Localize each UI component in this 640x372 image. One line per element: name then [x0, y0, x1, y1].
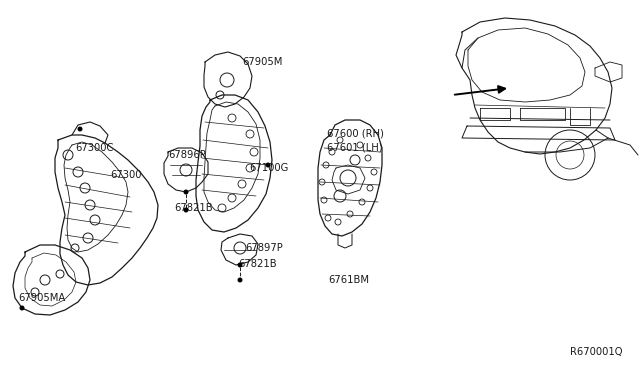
Circle shape: [184, 189, 189, 195]
Text: 67905MA: 67905MA: [18, 293, 65, 303]
Text: 67905M: 67905M: [242, 57, 282, 67]
Circle shape: [77, 126, 83, 131]
Text: 67821B: 67821B: [238, 259, 276, 269]
Circle shape: [19, 305, 24, 311]
Text: R670001Q: R670001Q: [570, 347, 623, 357]
Text: 67821B: 67821B: [174, 203, 212, 213]
Circle shape: [237, 263, 243, 267]
Text: 67300: 67300: [110, 170, 141, 180]
Text: 67100G: 67100G: [249, 163, 289, 173]
Circle shape: [184, 208, 189, 212]
Text: 67897P: 67897P: [245, 243, 283, 253]
Circle shape: [237, 278, 243, 282]
Text: 67300C: 67300C: [75, 143, 113, 153]
Text: 67600 (RH): 67600 (RH): [327, 128, 384, 138]
Text: 67601 (LH): 67601 (LH): [327, 142, 383, 152]
Text: 67896P: 67896P: [168, 150, 205, 160]
Circle shape: [266, 163, 271, 167]
Text: 6761BM: 6761BM: [328, 275, 369, 285]
